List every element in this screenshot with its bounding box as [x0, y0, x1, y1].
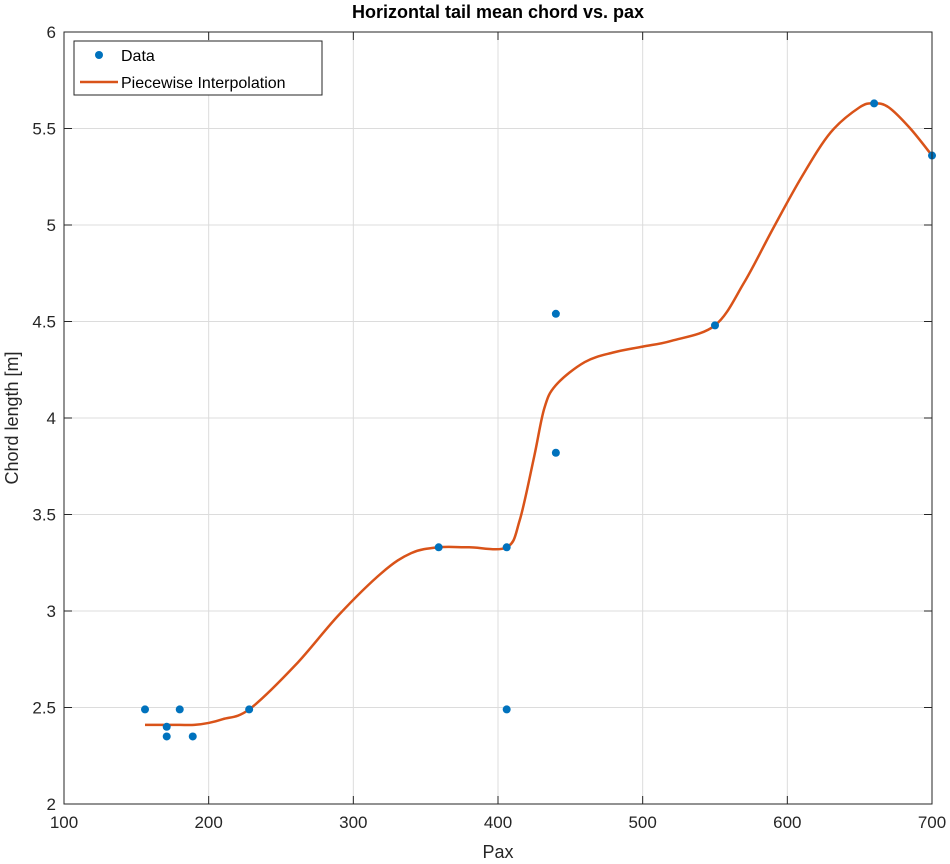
y-tick-label: 2.5 — [32, 699, 56, 718]
x-tick-label: 200 — [194, 813, 222, 832]
legend: Data Piecewise Interpolation — [73, 40, 323, 96]
data-point — [175, 705, 184, 714]
y-tick-label: 5.5 — [32, 120, 56, 139]
legend-box — [73, 40, 323, 96]
legend-marker-data — [95, 51, 103, 59]
data-point — [162, 722, 171, 731]
legend-label-interpolation: Piecewise Interpolation — [121, 75, 286, 92]
x-tick-label: 700 — [918, 813, 946, 832]
y-tick-label: 3 — [47, 602, 56, 621]
y-tick-label: 4.5 — [32, 313, 56, 332]
x-tick-label: 500 — [628, 813, 656, 832]
legend-label-data: Data — [121, 48, 155, 65]
data-point — [162, 732, 171, 741]
chart-title: Horizontal tail mean chord vs. pax — [352, 2, 644, 22]
data-point — [870, 99, 879, 108]
x-tick-label: 100 — [50, 813, 78, 832]
data-point — [434, 543, 443, 552]
y-tick-label: 3.5 — [32, 506, 56, 525]
x-axis-title: Pax — [482, 842, 513, 862]
data-point — [551, 309, 560, 318]
data-point — [502, 543, 511, 552]
y-tick-label: 6 — [47, 23, 56, 42]
x-axis-ticks: 100 200 300 400 500 600 700 — [50, 32, 946, 832]
x-tick-label: 600 — [773, 813, 801, 832]
y-tick-label: 5 — [47, 216, 56, 235]
x-tick-label: 400 — [484, 813, 512, 832]
data-point — [711, 321, 719, 330]
data-point — [551, 448, 560, 457]
y-axis-title: Chord length [m] — [2, 351, 22, 484]
data-point — [188, 732, 197, 741]
series-line-interpolation — [145, 102, 933, 727]
series-lines — [145, 102, 933, 727]
data-point — [141, 705, 150, 714]
data-point — [245, 705, 254, 714]
x-tick-label: 300 — [339, 813, 367, 832]
y-tick-label: 2 — [47, 795, 56, 814]
y-axis-ticks: 2 2.5 3 3.5 4 4.5 5 5.5 6 — [32, 23, 932, 814]
y-tick-label: 4 — [47, 409, 56, 428]
data-point — [502, 705, 511, 714]
